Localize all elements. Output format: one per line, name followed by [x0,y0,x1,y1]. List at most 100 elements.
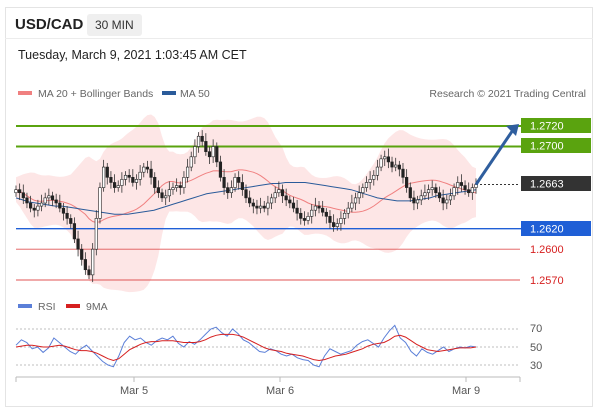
candle-body [383,156,387,160]
forecast-arrow-line [474,129,515,186]
rsi-line [15,324,477,368]
candle-body [423,192,427,197]
candle-body [328,216,332,223]
candle-body [248,197,252,204]
candle-body [284,195,288,201]
candle-body [83,259,87,271]
candle-body [470,187,474,194]
candle-body [105,166,109,178]
ma20-legend-swatch [18,91,32,95]
candle-body [394,164,398,168]
candle-body [72,223,77,240]
current-price-label: 1.2663 [530,179,564,191]
candle-body [324,211,328,217]
candle-body [29,202,33,209]
rsi-legend-label: RSI [38,301,56,313]
candle-body [364,182,369,188]
candle-body [266,202,270,209]
candle-body [185,166,190,178]
candle-body [350,202,354,209]
candle-body [80,248,84,260]
candle-body [437,192,442,199]
candle-body [222,177,226,188]
candle-body [18,189,22,194]
candle-body [102,166,106,188]
candle-body [65,212,69,219]
candle-body [134,179,139,183]
candle-body [142,166,146,173]
timeframe-badge[interactable]: 30 MIN [87,14,142,36]
candle-body [397,164,401,170]
candle-body [138,171,142,180]
current-price-label-box [521,176,591,191]
candle-body [291,202,296,209]
header-divider [5,38,593,39]
candle-body [200,135,204,142]
timestamp: Tuesday, March 9, 2021 1:03:45 AM CET [18,48,247,62]
candle-body [321,207,325,213]
candle-body [58,202,62,209]
candle-body [233,177,237,188]
candle-body [299,212,303,219]
ma20-legend-label: MA 20 + Bollinger Bands [38,88,153,100]
candle-body [196,135,201,147]
candle-body [262,205,266,209]
candle-body [123,174,128,180]
candle-body [368,179,372,183]
rsi-plot [15,324,520,368]
candle-body [160,192,164,199]
candle-body [415,199,420,204]
forecast-arrow-head [506,123,519,136]
ma9-legend-label: 9MA [86,301,108,313]
candle-body [207,151,212,158]
candle-body [109,177,113,183]
rsi-tick-70: 70 [530,323,542,335]
copyright-text: Research © 2021 Trading Central [429,88,586,100]
candle-body [14,189,18,194]
candle-body [98,187,102,219]
candle-body [21,192,25,199]
x-tick-label-mar6: Mar 6 [266,385,294,397]
candle-body [237,177,241,183]
rsi-ma9-line [15,333,477,362]
candle-body [335,223,339,227]
candle-body [441,197,445,204]
resistance-label-box-1 [521,118,591,133]
candle-body [259,205,263,209]
candle-body [302,218,307,221]
candle-body [204,141,208,152]
candle-body [131,177,135,183]
candle-body [459,182,463,186]
ma9-legend-swatch [66,304,80,308]
candle-body [87,269,91,276]
candle-body [445,199,449,204]
candle-body [419,195,423,201]
candle-body [467,189,471,194]
candle-body [463,185,467,190]
ma50-legend-label: MA 50 [180,88,210,100]
candle-body [149,168,153,178]
resistance-label-1: 1.2720 [530,121,564,133]
candle-body [164,195,168,199]
candle-body [226,187,230,194]
candle-body [50,195,55,201]
support-label-1: 1.2620 [530,224,564,236]
candle-body [412,197,416,204]
candle-body [229,187,233,194]
x-tick-label-mar9: Mar 9 [452,385,480,397]
candle-body [189,156,193,168]
candle-body [375,166,380,176]
candle-body [215,146,219,163]
candle-body [32,207,36,211]
candle-body [61,207,66,214]
candle-body [426,189,431,194]
candle-body [332,222,336,227]
candle-body [401,168,405,178]
support-label-box [521,221,591,236]
ma50-legend-swatch [162,91,176,95]
candle-body [361,187,365,194]
candle-body [386,156,390,163]
rsi-tick-50: 50 [530,342,542,354]
candlesticks [14,130,478,283]
